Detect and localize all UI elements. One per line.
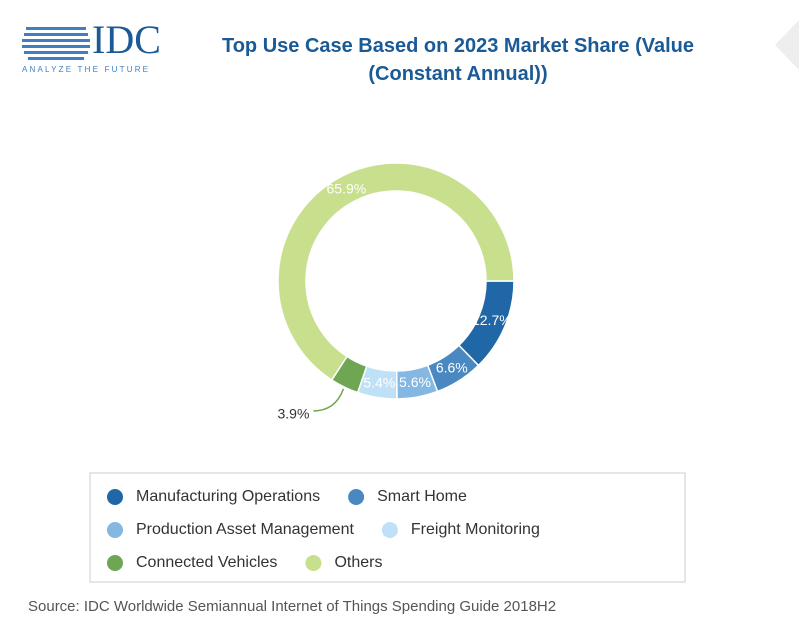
data-label: 5.4% bbox=[363, 374, 395, 390]
legend-marker bbox=[107, 522, 123, 538]
leader-line bbox=[313, 388, 345, 412]
legend-marker bbox=[107, 489, 123, 505]
legend-label: Manufacturing Operations bbox=[136, 488, 320, 505]
legend-marker bbox=[107, 555, 123, 571]
legend-label: Smart Home bbox=[377, 488, 467, 505]
legend-label: Connected Vehicles bbox=[136, 554, 277, 571]
data-label: 3.9% bbox=[278, 406, 310, 422]
donut-segment bbox=[277, 162, 515, 382]
data-label: 5.6% bbox=[399, 374, 431, 390]
legend-marker bbox=[381, 522, 398, 538]
source-note: Source: IDC Worldwide Semiannual Interne… bbox=[28, 598, 557, 615]
legend-marker bbox=[305, 555, 322, 571]
legend-label: Others bbox=[334, 554, 382, 571]
data-label: 6.6% bbox=[436, 359, 468, 375]
corner-decoration bbox=[775, 20, 799, 70]
logo-tagline: ANALYZE THE FUTURE bbox=[22, 65, 150, 74]
data-label: 65.9% bbox=[327, 180, 367, 196]
legend-label: Freight Monitoring bbox=[411, 521, 540, 538]
legend-marker bbox=[348, 489, 365, 505]
chart-title: Top Use Case Based on 2023 Market Share … bbox=[221, 35, 695, 85]
legend-label: Production Asset Management bbox=[136, 521, 354, 538]
data-label: 12.7% bbox=[472, 312, 512, 328]
logo-stripes bbox=[22, 27, 90, 60]
logo: IDC bbox=[92, 17, 161, 62]
